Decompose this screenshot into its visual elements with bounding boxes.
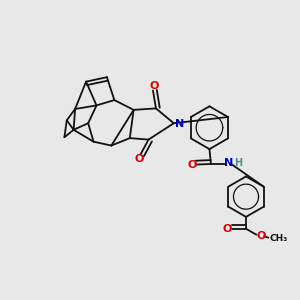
Text: N: N xyxy=(175,119,184,129)
Text: O: O xyxy=(187,160,196,170)
Text: N: N xyxy=(224,158,233,168)
Text: O: O xyxy=(223,224,232,234)
Text: CH₃: CH₃ xyxy=(270,234,288,243)
Text: H: H xyxy=(234,158,242,168)
Text: O: O xyxy=(256,231,266,241)
Text: O: O xyxy=(134,154,143,164)
Text: O: O xyxy=(149,81,159,91)
